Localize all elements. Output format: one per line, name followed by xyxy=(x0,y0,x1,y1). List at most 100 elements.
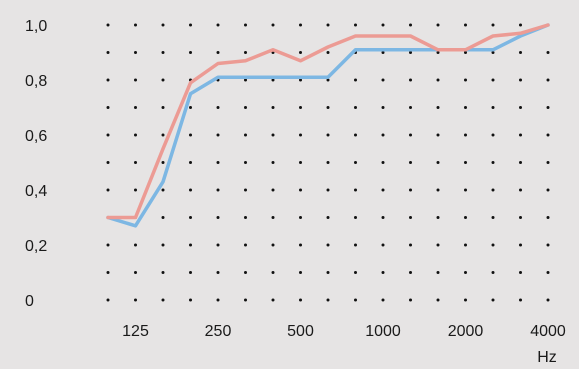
y-tick-label: 0,2 xyxy=(25,238,47,255)
grid-dot xyxy=(464,106,467,109)
grid-dot xyxy=(381,271,385,274)
y-tick-label: 0,4 xyxy=(25,183,47,200)
grid-dot xyxy=(519,298,522,302)
grid-dot xyxy=(436,133,440,137)
grid-dot xyxy=(354,243,357,247)
grid-dot xyxy=(299,78,302,82)
grid-dot xyxy=(161,78,165,82)
grid-dot xyxy=(326,271,330,274)
grid-dot xyxy=(106,78,110,82)
grid-dot xyxy=(491,216,495,219)
grid-dot xyxy=(244,188,247,192)
grid-dot xyxy=(244,243,247,247)
grid-dot xyxy=(216,271,220,274)
x-tick-label: 250 xyxy=(205,323,232,340)
grid-dot xyxy=(106,298,110,302)
grid-dot xyxy=(546,161,550,164)
grid-dot xyxy=(519,243,522,247)
grid-dot xyxy=(326,298,330,302)
grid-dot xyxy=(161,161,165,164)
grid-dot xyxy=(189,133,192,137)
grid-dot xyxy=(546,133,550,137)
grid-dot xyxy=(381,78,385,82)
y-tick-label: 1,0 xyxy=(25,18,47,35)
grid-dot xyxy=(326,106,330,109)
grid-dot xyxy=(189,106,192,109)
y-tick-label: 0,6 xyxy=(25,128,47,145)
grid-dot xyxy=(106,271,110,274)
grid-dot xyxy=(216,243,220,247)
grid-dot xyxy=(409,51,412,54)
grid-dot xyxy=(326,188,330,192)
grid-dot xyxy=(464,243,467,247)
y-tick-label: 0,8 xyxy=(25,73,47,90)
grid-dot xyxy=(271,23,275,27)
grid-dot xyxy=(436,161,440,164)
grid-dot xyxy=(326,133,330,137)
grid-dot xyxy=(134,271,137,274)
grid-dot xyxy=(464,271,467,274)
grid-dot xyxy=(189,161,192,164)
grid-dot xyxy=(546,51,550,54)
x-axis-ticks: 125 250 500 1000 2000 4000 xyxy=(122,323,566,340)
grid-dot xyxy=(519,216,522,219)
grid-dot xyxy=(354,23,357,27)
grid-dot xyxy=(546,78,550,82)
grid-dot xyxy=(354,271,357,274)
grid-dot xyxy=(409,271,412,274)
grid-dot xyxy=(491,106,495,109)
grid-dot xyxy=(409,216,412,219)
grid-dot xyxy=(409,23,412,27)
grid-dot xyxy=(436,188,440,192)
grid-dot xyxy=(106,106,110,109)
x-tick-label: 1000 xyxy=(365,323,401,340)
grid-dot xyxy=(491,243,495,247)
grid-dot xyxy=(271,271,275,274)
grid-dot xyxy=(354,106,357,109)
x-tick-label: 125 xyxy=(122,323,149,340)
grid-dot xyxy=(409,106,412,109)
grid-dot xyxy=(381,133,385,137)
grid-dot xyxy=(464,51,467,54)
grid-dot xyxy=(381,216,385,219)
grid-dot xyxy=(299,188,302,192)
y-axis-ticks: 0 0,2 0,4 0,6 0,8 1,0 xyxy=(25,18,47,310)
grid-dot xyxy=(354,216,357,219)
grid-dot xyxy=(244,298,247,302)
grid-dot xyxy=(299,243,302,247)
grid-dot xyxy=(299,161,302,164)
grid-dot xyxy=(491,133,495,137)
grid-dot xyxy=(491,51,495,54)
grid-dot xyxy=(106,23,110,27)
grid-dot xyxy=(491,161,495,164)
grid-dot xyxy=(326,78,330,82)
grid-dot xyxy=(216,216,220,219)
grid-dot xyxy=(546,298,550,302)
grid-dot xyxy=(326,243,330,247)
grid-dot xyxy=(299,51,302,54)
grid-dot xyxy=(381,23,385,27)
grid-dot xyxy=(436,106,440,109)
y-tick-label: 0 xyxy=(25,293,34,310)
grid-dot xyxy=(134,161,137,164)
grid-dot xyxy=(271,216,275,219)
grid-dot xyxy=(161,216,165,219)
grid-dot xyxy=(409,78,412,82)
grid-dot xyxy=(519,133,522,137)
grid-dot xyxy=(106,51,110,54)
grid-dot xyxy=(271,298,275,302)
grid-dot xyxy=(271,78,275,82)
grid-dot xyxy=(244,78,247,82)
series-lines xyxy=(106,23,550,228)
grid-dot xyxy=(546,271,550,274)
grid-dot xyxy=(134,243,137,247)
grid-dot xyxy=(354,188,357,192)
grid-dot xyxy=(519,78,522,82)
grid-dot xyxy=(161,106,165,109)
grid-dot xyxy=(134,106,137,109)
grid-dot xyxy=(326,23,330,27)
grid-dot xyxy=(134,133,137,137)
grid-dot xyxy=(299,271,302,274)
